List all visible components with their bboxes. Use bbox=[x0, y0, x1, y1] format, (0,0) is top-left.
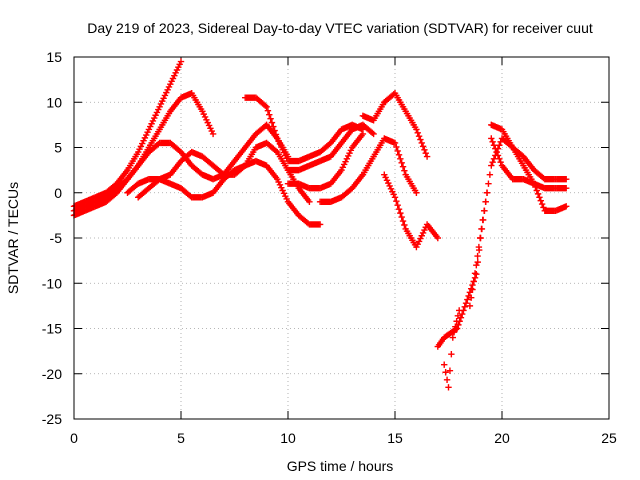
series-trace bbox=[286, 122, 376, 174]
y-tick-label: -5 bbox=[50, 230, 63, 246]
y-tick-label: 15 bbox=[46, 49, 62, 65]
series-track-c bbox=[70, 121, 292, 219]
series-track-e bbox=[135, 157, 324, 228]
x-tick-label: 5 bbox=[177, 430, 185, 446]
plot-frame bbox=[73, 56, 610, 420]
x-axis-label: GPS time / hours bbox=[287, 458, 394, 474]
y-tick-label: -10 bbox=[42, 275, 62, 291]
y-tick-label: 10 bbox=[46, 94, 62, 110]
data-point bbox=[456, 307, 463, 314]
data-point bbox=[479, 216, 486, 224]
series-track-p bbox=[488, 121, 570, 183]
y-tick-label: -20 bbox=[42, 366, 62, 382]
series-trace bbox=[243, 94, 365, 165]
series-trace bbox=[286, 132, 365, 192]
series-trace bbox=[136, 158, 322, 228]
series-trace bbox=[382, 174, 440, 248]
y-axis-label: SDTVAR / TECUs bbox=[5, 182, 21, 294]
data-point bbox=[473, 271, 480, 278]
data-point bbox=[473, 261, 480, 269]
x-tick-label: 0 bbox=[70, 430, 78, 446]
tick-labels: 0 5 10 15 20 25 -25 -20 -15 -10 -5 0 5 10 15 bbox=[42, 49, 617, 446]
data-point bbox=[466, 302, 474, 310]
series-track-j bbox=[359, 90, 431, 160]
series-trace bbox=[72, 61, 183, 209]
series-trace bbox=[72, 122, 290, 219]
series-track-n bbox=[441, 307, 463, 391]
series-trace bbox=[361, 91, 429, 157]
series-trace bbox=[442, 312, 462, 383]
y-tick-label: -15 bbox=[42, 321, 62, 337]
y-tick-label: 0 bbox=[54, 185, 62, 201]
chart-title: Day 219 of 2023, Sidereal Day-to-day VTE… bbox=[87, 20, 593, 36]
series-trace bbox=[489, 138, 569, 192]
data-point bbox=[423, 153, 431, 160]
x-tick-label: 15 bbox=[387, 430, 403, 446]
series-track-k bbox=[359, 135, 420, 196]
data-point bbox=[441, 361, 448, 368]
series-trace bbox=[489, 122, 569, 183]
grid-layer bbox=[74, 57, 609, 419]
data-point bbox=[445, 384, 452, 391]
series-track-h bbox=[284, 130, 367, 192]
series-track-a bbox=[70, 58, 185, 210]
series-track-q bbox=[488, 135, 570, 192]
data-point bbox=[488, 162, 495, 169]
y-tick-label: 5 bbox=[54, 140, 62, 156]
data-point bbox=[449, 334, 456, 341]
x-tick-label: 10 bbox=[280, 430, 296, 446]
series-track-g bbox=[284, 121, 377, 174]
series-track-f bbox=[242, 94, 367, 165]
series-trace bbox=[318, 173, 365, 205]
data-marks bbox=[70, 58, 570, 391]
series-trace bbox=[361, 135, 419, 194]
x-tick-label: 25 bbox=[601, 430, 617, 446]
y-tick-label: -25 bbox=[42, 411, 62, 427]
series-track-l bbox=[381, 171, 441, 251]
x-tick-label: 20 bbox=[494, 430, 510, 446]
data-point bbox=[488, 135, 495, 142]
